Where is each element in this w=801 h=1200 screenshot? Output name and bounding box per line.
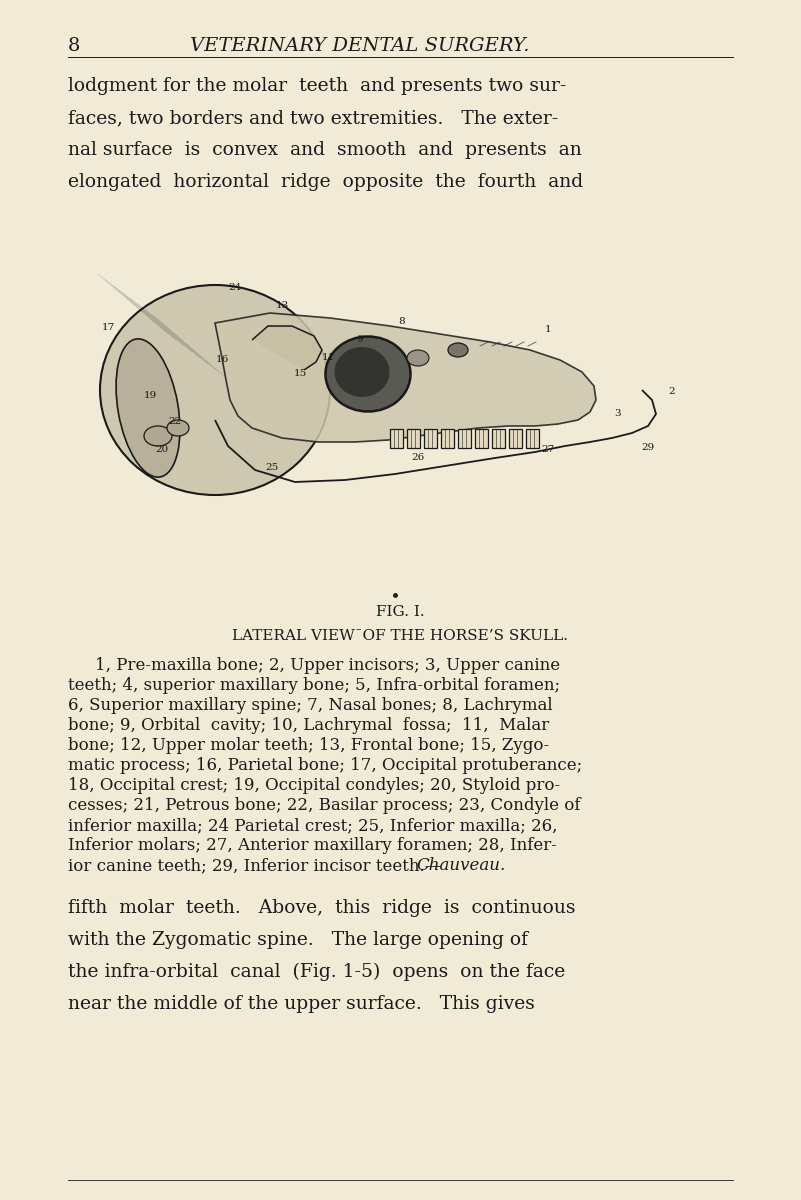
Text: bone; 9, Orbital  cavity; 10, Lachrymal  fossa;  11,  Malar: bone; 9, Orbital cavity; 10, Lachrymal f… — [68, 716, 549, 734]
Bar — [509, 428, 522, 448]
Text: 1: 1 — [545, 325, 551, 335]
Text: 20: 20 — [155, 445, 169, 455]
PathPatch shape — [252, 326, 322, 370]
Text: matic process; 16, Parietal bone; 17, Occipital protuberance;: matic process; 16, Parietal bone; 17, Oc… — [68, 757, 582, 774]
Text: fifth  molar  teeth.   Above,  this  ridge  is  continuous: fifth molar teeth. Above, this ridge is … — [68, 899, 575, 917]
Ellipse shape — [100, 284, 330, 494]
Text: Inferior molars; 27, Anterior maxillary foramen; 28, Infer-: Inferior molars; 27, Anterior maxillary … — [68, 838, 557, 854]
Text: 15: 15 — [293, 370, 307, 378]
Bar — [424, 428, 437, 448]
Bar — [475, 428, 488, 448]
Text: 29: 29 — [642, 444, 654, 452]
Ellipse shape — [144, 426, 172, 446]
PathPatch shape — [215, 313, 596, 442]
Text: VETERINARY DENTAL SURGERY.: VETERINARY DENTAL SURGERY. — [190, 37, 529, 55]
Text: the infra-orbital  canal  (Fig. 1-5)  opens  on the face: the infra-orbital canal (Fig. 1-5) opens… — [68, 962, 566, 982]
Text: 19: 19 — [143, 391, 157, 401]
Text: inferior maxilla; 24 Parietal crest; 25, Inferior maxilla; 26,: inferior maxilla; 24 Parietal crest; 25,… — [68, 817, 557, 834]
Text: ior canine teeth; 29, Inferior incisor teeth.—: ior canine teeth; 29, Inferior incisor t… — [68, 857, 441, 874]
Text: 1, Pre-maxilla bone; 2, Upper incisors; 3, Upper canine: 1, Pre-maxilla bone; 2, Upper incisors; … — [95, 658, 560, 674]
Text: 22: 22 — [168, 418, 182, 426]
Text: elongated  horizontal  ridge  opposite  the  fourth  and: elongated horizontal ridge opposite the … — [68, 173, 583, 191]
Text: 13: 13 — [276, 301, 288, 311]
Text: lodgment for the molar  teeth  and presents two sur-: lodgment for the molar teeth and present… — [68, 77, 566, 95]
Text: 11: 11 — [321, 354, 335, 362]
Text: LATERAL VIEW¯OF THE HORSE’S SKULL.: LATERAL VIEW¯OF THE HORSE’S SKULL. — [232, 629, 568, 643]
Bar — [526, 428, 539, 448]
Ellipse shape — [325, 336, 410, 412]
Text: 27: 27 — [541, 445, 554, 455]
Ellipse shape — [167, 420, 189, 436]
Ellipse shape — [116, 338, 180, 478]
Ellipse shape — [448, 343, 468, 358]
Text: Chauveau.: Chauveau. — [416, 857, 505, 874]
Text: 8: 8 — [68, 37, 80, 55]
Bar — [492, 428, 505, 448]
Text: 2: 2 — [669, 388, 675, 396]
Ellipse shape — [407, 350, 429, 366]
Text: with the Zygomatic spine.   The large opening of: with the Zygomatic spine. The large open… — [68, 931, 528, 949]
Bar — [390, 428, 403, 448]
Text: cesses; 21, Petrous bone; 22, Basilar process; 23, Condyle of: cesses; 21, Petrous bone; 22, Basilar pr… — [68, 797, 581, 814]
Text: 26: 26 — [412, 454, 425, 462]
Text: 9: 9 — [356, 336, 364, 344]
Ellipse shape — [335, 347, 389, 397]
Bar — [458, 428, 471, 448]
Bar — [441, 428, 454, 448]
Text: 25: 25 — [265, 463, 279, 473]
Text: faces, two borders and two extremities.   The exter-: faces, two borders and two extremities. … — [68, 109, 558, 127]
Text: bone; 12, Upper molar teeth; 13, Frontal bone; 15, Zygo-: bone; 12, Upper molar teeth; 13, Frontal… — [68, 737, 549, 754]
Text: 8: 8 — [399, 318, 405, 326]
Text: FIG. I.: FIG. I. — [376, 605, 425, 619]
Text: 17: 17 — [102, 324, 115, 332]
Text: 24: 24 — [228, 283, 242, 293]
Text: 3: 3 — [614, 409, 622, 419]
Text: 18, Occipital crest; 19, Occipital condyles; 20, Styloid pro-: 18, Occipital crest; 19, Occipital condy… — [68, 778, 560, 794]
Text: 16: 16 — [215, 355, 228, 365]
Bar — [407, 428, 420, 448]
Text: near the middle of the upper surface.   This gives: near the middle of the upper surface. Th… — [68, 995, 535, 1013]
Text: nal surface  is  convex  and  smooth  and  presents  an: nal surface is convex and smooth and pre… — [68, 140, 582, 158]
Text: 6, Superior maxillary spine; 7, Nasal bones; 8, Lachrymal: 6, Superior maxillary spine; 7, Nasal bo… — [68, 697, 553, 714]
Text: teeth; 4, superior maxillary bone; 5, Infra-orbital foramen;: teeth; 4, superior maxillary bone; 5, In… — [68, 677, 560, 694]
